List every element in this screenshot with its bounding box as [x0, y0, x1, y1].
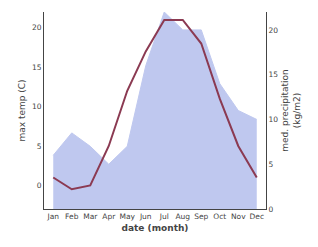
svg-text:5: 5 — [269, 160, 274, 169]
svg-text:0: 0 — [269, 205, 274, 214]
svg-text:Mar: Mar — [83, 212, 98, 221]
svg-text:15: 15 — [269, 70, 279, 79]
svg-text:Jun: Jun — [139, 212, 152, 221]
svg-text:10: 10 — [32, 102, 42, 111]
svg-text:0: 0 — [37, 181, 42, 190]
svg-text:Dec: Dec — [249, 212, 264, 221]
svg-text:max temp (C): max temp (C) — [17, 79, 27, 141]
svg-text:med. precipitation(kg/m2): med. precipitation(kg/m2) — [280, 69, 302, 151]
svg-text:15: 15 — [32, 63, 42, 72]
svg-text:20: 20 — [269, 26, 279, 35]
svg-text:Nov: Nov — [231, 212, 246, 221]
svg-text:Feb: Feb — [65, 212, 79, 221]
svg-text:Sep: Sep — [194, 212, 208, 221]
svg-text:Jan: Jan — [46, 212, 59, 221]
svg-text:Oct: Oct — [213, 212, 226, 221]
svg-text:20: 20 — [32, 23, 42, 32]
svg-text:Jul: Jul — [159, 212, 169, 221]
svg-text:Aug: Aug — [175, 212, 190, 221]
svg-text:Apr: Apr — [102, 212, 116, 221]
svg-text:5: 5 — [37, 142, 42, 151]
svg-text:May: May — [119, 212, 135, 221]
svg-text:date (month): date (month) — [122, 223, 189, 233]
svg-text:10: 10 — [269, 115, 279, 124]
